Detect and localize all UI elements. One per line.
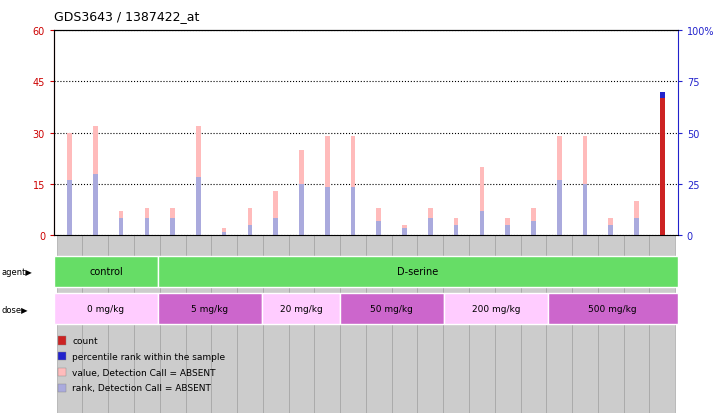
Bar (376, 222, 381, 235)
Bar (505, 225, 510, 235)
Bar (57, 235, 82, 413)
Text: D-serine: D-serine (397, 266, 438, 277)
Bar (134, 235, 160, 413)
Bar (288, 235, 314, 413)
Bar (634, 201, 639, 235)
Bar (495, 235, 521, 413)
Bar (170, 218, 175, 235)
Bar (443, 235, 469, 413)
Bar (299, 150, 304, 235)
Text: 50 mg/kg: 50 mg/kg (371, 304, 413, 313)
Bar (660, 92, 665, 235)
Bar (531, 208, 536, 235)
Bar (572, 235, 598, 413)
Bar (660, 93, 665, 99)
Bar (185, 235, 211, 413)
Bar (196, 126, 200, 235)
Bar (376, 208, 381, 235)
Bar (340, 293, 444, 324)
Bar (119, 211, 123, 235)
Bar (479, 167, 485, 235)
Bar (428, 218, 433, 235)
Bar (211, 235, 237, 413)
Bar (650, 235, 675, 413)
Bar (583, 184, 588, 235)
Bar (557, 137, 562, 235)
Bar (247, 225, 252, 235)
Bar (93, 126, 97, 235)
Bar (350, 188, 355, 235)
Bar (144, 208, 149, 235)
Text: 20 mg/kg: 20 mg/kg (280, 304, 322, 313)
Text: 0 mg/kg: 0 mg/kg (87, 304, 125, 313)
Bar (54, 293, 158, 324)
Bar (609, 225, 613, 235)
Bar (273, 191, 278, 235)
Bar (160, 235, 185, 413)
Bar (299, 184, 304, 235)
Bar (402, 225, 407, 235)
Bar (417, 235, 443, 413)
Bar (170, 208, 175, 235)
Text: percentile rank within the sample: percentile rank within the sample (72, 352, 225, 361)
Bar (119, 218, 123, 235)
Bar (609, 218, 613, 235)
Bar (54, 256, 158, 287)
Bar (557, 181, 562, 235)
Text: count: count (72, 336, 98, 345)
Bar (583, 137, 588, 235)
Bar (392, 235, 417, 413)
Text: 5 mg/kg: 5 mg/kg (192, 304, 229, 313)
Bar (469, 235, 495, 413)
Bar (402, 229, 407, 235)
Bar (547, 235, 572, 413)
Bar (340, 235, 366, 413)
Bar (444, 293, 548, 324)
Text: agent▶: agent▶ (1, 267, 32, 276)
Bar (273, 218, 278, 235)
Bar (521, 235, 547, 413)
Text: 500 mg/kg: 500 mg/kg (588, 304, 637, 313)
Text: rank, Detection Call = ABSENT: rank, Detection Call = ABSENT (72, 383, 211, 392)
Text: control: control (89, 266, 123, 277)
Bar (144, 218, 149, 235)
Bar (222, 232, 226, 235)
Bar (263, 235, 288, 413)
Bar (624, 235, 650, 413)
Text: dose▶: dose▶ (1, 304, 28, 313)
Bar (82, 235, 108, 413)
Text: GDS3643 / 1387422_at: GDS3643 / 1387422_at (54, 10, 200, 23)
Bar (158, 293, 262, 324)
Bar (67, 133, 72, 235)
Bar (531, 222, 536, 235)
Bar (325, 188, 329, 235)
Bar (634, 218, 639, 235)
Bar (428, 208, 433, 235)
Bar (598, 235, 624, 413)
Bar (548, 293, 678, 324)
Bar (222, 229, 226, 235)
Bar (237, 235, 263, 413)
Bar (454, 218, 459, 235)
Bar (505, 218, 510, 235)
Bar (158, 256, 678, 287)
Bar (314, 235, 340, 413)
Bar (108, 235, 134, 413)
Bar (262, 293, 340, 324)
Bar (247, 208, 252, 235)
Bar (196, 178, 200, 235)
Bar (479, 211, 485, 235)
Text: value, Detection Call = ABSENT: value, Detection Call = ABSENT (72, 368, 216, 377)
Bar (325, 137, 329, 235)
Text: 200 mg/kg: 200 mg/kg (472, 304, 520, 313)
Bar (350, 137, 355, 235)
Bar (93, 174, 97, 235)
Bar (67, 181, 72, 235)
Bar (366, 235, 392, 413)
Bar (454, 225, 459, 235)
